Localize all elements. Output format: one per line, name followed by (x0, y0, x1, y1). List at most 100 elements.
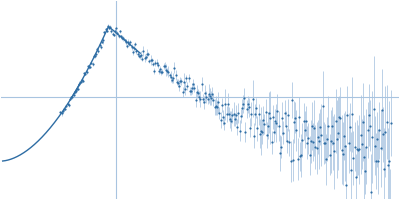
Point (221, 121, 227, 125)
Point (276, 124, 282, 128)
Point (192, 98, 199, 101)
Point (122, 40, 129, 43)
Point (287, 160, 294, 163)
Point (63, 104, 70, 107)
Point (282, 124, 289, 127)
Point (95, 50, 102, 53)
Point (305, 137, 312, 140)
Point (384, 163, 391, 167)
Point (82, 72, 88, 75)
Point (247, 126, 254, 129)
Point (328, 140, 334, 143)
Point (198, 82, 205, 86)
Point (180, 90, 186, 93)
Point (302, 128, 308, 131)
Point (121, 39, 128, 42)
Point (131, 47, 137, 50)
Point (232, 118, 238, 121)
Point (228, 120, 234, 123)
Point (337, 116, 344, 119)
Point (369, 136, 376, 139)
Point (125, 40, 131, 43)
Point (320, 141, 327, 145)
Point (78, 81, 84, 84)
Point (367, 124, 373, 127)
Point (119, 36, 125, 39)
Point (329, 124, 335, 128)
Point (340, 152, 346, 155)
Point (259, 130, 265, 133)
Point (253, 106, 259, 109)
Point (374, 138, 380, 141)
Point (250, 134, 257, 137)
Point (364, 129, 371, 132)
Point (139, 57, 146, 60)
Point (268, 141, 275, 144)
Point (291, 121, 297, 124)
Point (331, 150, 338, 153)
Point (84, 64, 91, 67)
Point (172, 74, 179, 77)
Point (352, 176, 359, 179)
Point (318, 133, 324, 137)
Point (303, 120, 309, 123)
Point (209, 92, 216, 96)
Point (160, 64, 167, 67)
Point (379, 108, 385, 111)
Point (312, 146, 319, 149)
Point (273, 121, 280, 124)
Point (157, 68, 163, 71)
Point (177, 79, 184, 82)
Point (304, 141, 310, 144)
Point (144, 52, 150, 55)
Point (254, 127, 260, 130)
Point (68, 96, 74, 99)
Point (294, 158, 301, 161)
Point (110, 32, 116, 35)
Point (298, 154, 304, 157)
Point (140, 49, 147, 53)
Point (267, 116, 274, 119)
Point (216, 111, 222, 115)
Point (124, 44, 130, 47)
Point (137, 55, 143, 58)
Point (246, 106, 252, 109)
Point (111, 33, 117, 37)
Point (224, 103, 231, 106)
Point (252, 113, 258, 116)
Point (274, 109, 281, 112)
Point (115, 35, 122, 38)
Point (114, 32, 121, 35)
Point (138, 53, 144, 56)
Point (335, 132, 341, 135)
Point (308, 140, 314, 143)
Point (240, 103, 246, 106)
Point (266, 111, 272, 114)
Point (282, 112, 288, 115)
Point (197, 97, 204, 100)
Point (99, 40, 105, 43)
Point (378, 147, 384, 150)
Point (386, 160, 392, 163)
Point (255, 113, 262, 116)
Point (96, 43, 103, 46)
Point (235, 111, 242, 115)
Point (207, 95, 213, 98)
Point (277, 152, 283, 155)
Point (104, 29, 110, 32)
Point (76, 82, 83, 85)
Point (368, 191, 374, 194)
Point (388, 121, 394, 125)
Point (163, 68, 169, 72)
Point (206, 92, 212, 95)
Point (356, 148, 362, 151)
Point (261, 122, 268, 126)
Point (165, 70, 172, 73)
Point (241, 97, 248, 100)
Point (148, 59, 154, 62)
Point (89, 63, 96, 66)
Point (94, 47, 100, 50)
Point (366, 113, 372, 116)
Point (306, 154, 313, 157)
Point (310, 140, 316, 143)
